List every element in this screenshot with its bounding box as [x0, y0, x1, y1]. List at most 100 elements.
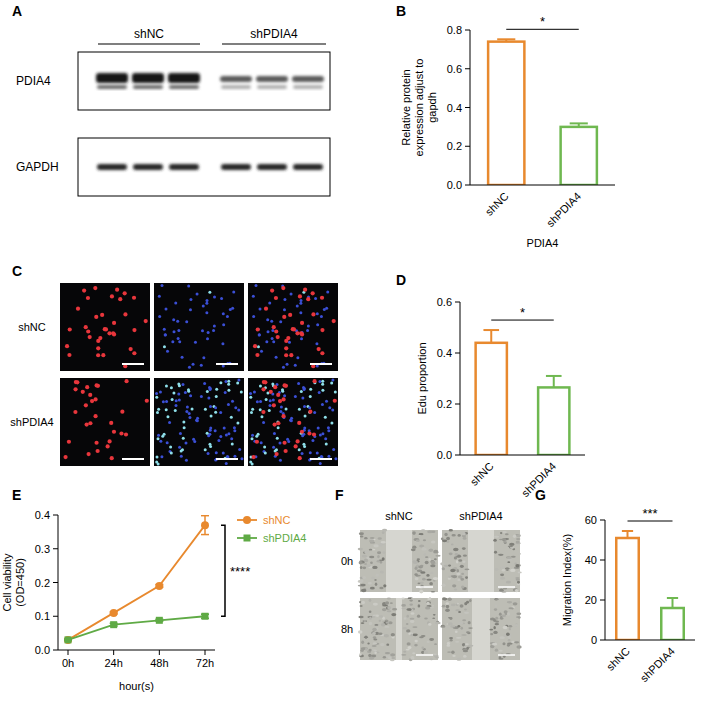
nucleus [182, 421, 185, 424]
cell [515, 564, 519, 567]
cell [375, 574, 378, 577]
cell [502, 538, 505, 541]
edu-cell [110, 456, 114, 460]
nucleus [170, 451, 173, 454]
nucleus [321, 403, 324, 406]
cell [406, 608, 411, 610]
cell [442, 583, 446, 587]
edu-cell [115, 288, 119, 292]
edu-cell [68, 327, 72, 331]
cell [494, 536, 499, 538]
nucleus [304, 414, 307, 417]
nucleus [214, 411, 217, 414]
nucleus [300, 390, 303, 393]
nucleus [207, 331, 210, 334]
cell [489, 629, 493, 631]
error-stem [627, 531, 629, 538]
cell [412, 634, 418, 637]
nucleus [174, 409, 177, 412]
cell [424, 617, 428, 619]
marker [110, 621, 117, 628]
edu-cell [273, 385, 277, 389]
nucleus [260, 350, 263, 353]
cell [451, 604, 456, 607]
nucleus [231, 307, 234, 310]
cell [516, 613, 521, 615]
y-tick-label: 0.0 [447, 179, 462, 191]
cell [372, 632, 376, 635]
x-axis [460, 455, 585, 456]
cell [449, 617, 452, 620]
edu-cell [96, 384, 100, 388]
nucleus [195, 419, 198, 422]
nucleus [205, 302, 208, 305]
cell [452, 655, 455, 657]
panel-letter: D [396, 272, 406, 288]
cell [502, 569, 505, 571]
cell [466, 647, 469, 650]
cell [358, 580, 363, 583]
nucleus [265, 340, 268, 343]
cell [458, 611, 461, 613]
cell [369, 622, 372, 626]
micrograph [60, 378, 150, 466]
nucleus [206, 299, 209, 302]
cell [369, 649, 372, 652]
panel-letter: A [12, 3, 22, 19]
nucleus [258, 333, 261, 336]
cell [369, 549, 373, 551]
nucleus [184, 391, 187, 394]
significance: * [540, 14, 545, 29]
nucleus [238, 448, 241, 451]
cell [435, 656, 438, 659]
scale-bar [310, 363, 332, 365]
edu-cell [93, 414, 97, 418]
cell [382, 529, 387, 532]
edu-cell [94, 315, 98, 319]
cell [461, 634, 467, 636]
band [221, 85, 251, 89]
cell [392, 608, 397, 611]
nucleus [334, 391, 337, 394]
y-tick-label: 0.0 [35, 644, 50, 656]
cell [371, 577, 375, 580]
cell [510, 569, 515, 572]
cell [506, 556, 511, 558]
cell [407, 642, 411, 645]
cell [435, 555, 440, 557]
edu-cell [263, 380, 267, 384]
nucleus [206, 432, 209, 435]
cell [516, 645, 521, 649]
cell [460, 565, 464, 568]
cell [368, 582, 372, 585]
cell [514, 641, 519, 643]
cell [417, 615, 420, 618]
cell [464, 602, 467, 605]
scale-bar [498, 586, 515, 588]
nucleus [290, 292, 293, 295]
cell [435, 622, 441, 625]
cell [364, 559, 368, 562]
nucleus [209, 405, 212, 408]
edu-cell [261, 387, 265, 391]
edu-cell [81, 390, 85, 394]
edu-cell [311, 291, 315, 295]
cell [445, 608, 450, 611]
edu-cell [312, 379, 316, 383]
edu-cell [111, 331, 115, 335]
nucleus [225, 434, 228, 437]
cell [411, 548, 416, 551]
nucleus [269, 404, 272, 407]
nucleus [288, 341, 291, 344]
nucleus [259, 384, 262, 387]
nucleus [303, 405, 306, 408]
nucleus [169, 446, 172, 449]
edu-cell [272, 325, 276, 329]
cell [426, 574, 429, 577]
edu-cell [276, 393, 280, 397]
nucleus [226, 315, 229, 318]
cell [426, 601, 431, 604]
edu-cell [274, 296, 278, 300]
cell [450, 625, 455, 628]
cell [464, 608, 467, 610]
